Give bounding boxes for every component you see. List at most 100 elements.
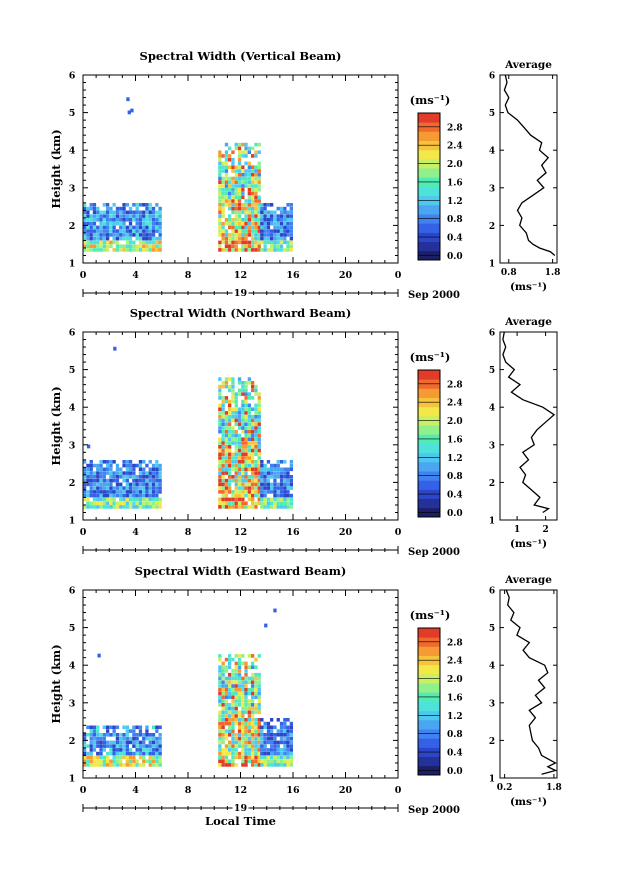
- heatmap-cell: [112, 725, 116, 730]
- colorbar-tick-label: 1.2: [447, 197, 463, 207]
- heatmap-cell: [86, 467, 90, 472]
- heatmap-cell: [228, 248, 232, 252]
- heatmap-cell: [148, 244, 152, 248]
- heatmap-cell: [257, 751, 261, 756]
- heatmap-cell: [231, 191, 235, 196]
- heatmap-cell: [145, 501, 149, 505]
- heatmap-cell: [254, 441, 258, 445]
- heatmap-cell: [237, 676, 242, 681]
- heatmap-cell: [224, 763, 229, 767]
- heatmap-cell: [142, 490, 146, 494]
- heatmap-cell: [257, 725, 261, 730]
- heatmap-cell: [270, 248, 274, 252]
- heatmap-cell: [241, 225, 245, 230]
- heatmap-cell: [244, 725, 248, 730]
- heatmap-cell: [92, 759, 97, 763]
- heatmap-cell: [221, 418, 225, 423]
- heatmap-cell: [247, 676, 251, 681]
- heatmap-cell: [92, 482, 97, 487]
- heatmap-cell: [228, 146, 232, 151]
- heatmap-cell: [263, 497, 267, 502]
- heatmap-cell: [148, 248, 152, 252]
- heatmap-cell: [241, 721, 245, 726]
- heatmap-cell: [231, 157, 235, 162]
- heatmap-cell: [251, 665, 255, 669]
- heatmap-cell: [102, 740, 106, 745]
- heatmap-cell: [257, 452, 261, 457]
- heatmap-cell: [251, 755, 255, 760]
- x-tick-label: 12: [234, 270, 247, 281]
- heatmap-cell: [125, 748, 129, 752]
- heatmap-cell: [254, 248, 258, 252]
- heatmap-cell: [125, 210, 129, 215]
- heatmap-cell: [228, 467, 232, 472]
- heatmap-cell: [257, 456, 261, 460]
- heatmap-cell: [234, 437, 238, 441]
- heatmap-cell: [234, 486, 238, 490]
- heatmap-cell: [251, 710, 255, 715]
- heatmap-cell: [102, 736, 106, 741]
- heatmap-cell: [254, 501, 258, 505]
- y-tick-label: 6: [69, 328, 76, 339]
- heatmap-cell: [128, 206, 133, 211]
- heatmap-cell: [158, 759, 162, 763]
- heatmap-cell: [155, 501, 159, 505]
- heatmap-cell: [112, 460, 116, 464]
- heatmap-cell: [83, 210, 87, 215]
- heatmap-cell: [273, 501, 277, 505]
- heatmap-cell: [237, 188, 242, 192]
- heatmap-cell: [247, 452, 251, 457]
- heatmap-cell: [257, 188, 261, 192]
- heatmap-cell: [132, 744, 136, 748]
- heatmap-cell: [138, 740, 143, 745]
- profile-y-tick-label: 2: [489, 222, 495, 232]
- heatmap-cell: [148, 460, 152, 464]
- heatmap-cell: [138, 493, 143, 498]
- heatmap-cell: [266, 725, 271, 730]
- heatmap-cell: [251, 505, 255, 509]
- heatmap-cell: [251, 233, 255, 237]
- heatmap-cell: [247, 225, 251, 230]
- heatmap-cell: [244, 661, 248, 666]
- heatmap-cell: [247, 441, 251, 445]
- heatmap-cell: [266, 505, 271, 509]
- heatmap-cell: [148, 763, 152, 767]
- heatmap-cell: [263, 493, 267, 498]
- heatmap-cell: [119, 493, 123, 498]
- heatmap-cell: [283, 240, 287, 245]
- heatmap-cell: [254, 188, 258, 192]
- heatmap-cell: [99, 467, 103, 472]
- heatmap-cell: [115, 751, 120, 756]
- heatmap-cell: [142, 240, 146, 245]
- heatmap-cell: [142, 471, 146, 475]
- heatmap-cell: [89, 240, 93, 245]
- heatmap-cell: [254, 718, 258, 722]
- heatmap-cell: [125, 493, 129, 498]
- heatmap-cell: [231, 199, 235, 203]
- heatmap-cell: [244, 221, 248, 226]
- heatmap-cell: [142, 748, 146, 752]
- heatmap-cell: [92, 471, 97, 475]
- heatmap-cell: [237, 388, 242, 393]
- heatmap-cell: [231, 733, 235, 737]
- heatmap-cell: [276, 248, 280, 252]
- heatmap-cell: [228, 244, 232, 248]
- heatmap-cell: [115, 486, 120, 490]
- heatmap-cell: [254, 665, 258, 669]
- heatmap-cell: [112, 475, 116, 479]
- heatmap-cell: [142, 501, 146, 505]
- heatmap-cell: [132, 725, 136, 730]
- colorbar-swatch: [418, 149, 440, 160]
- heatmap-cell: [89, 501, 93, 505]
- heatmap-cell: [112, 740, 116, 745]
- heatmap-cell: [224, 448, 229, 453]
- heatmap-cell: [283, 744, 287, 748]
- heatmap-cell: [155, 490, 159, 494]
- heatmap-cell: [155, 505, 159, 509]
- heatmap-cell: [264, 623, 268, 628]
- heatmap-cell: [260, 214, 264, 218]
- heatmap-cell: [148, 744, 152, 748]
- heatmap-cell: [251, 191, 255, 196]
- heatmap-cell: [96, 233, 100, 237]
- heatmap-cell: [218, 403, 222, 408]
